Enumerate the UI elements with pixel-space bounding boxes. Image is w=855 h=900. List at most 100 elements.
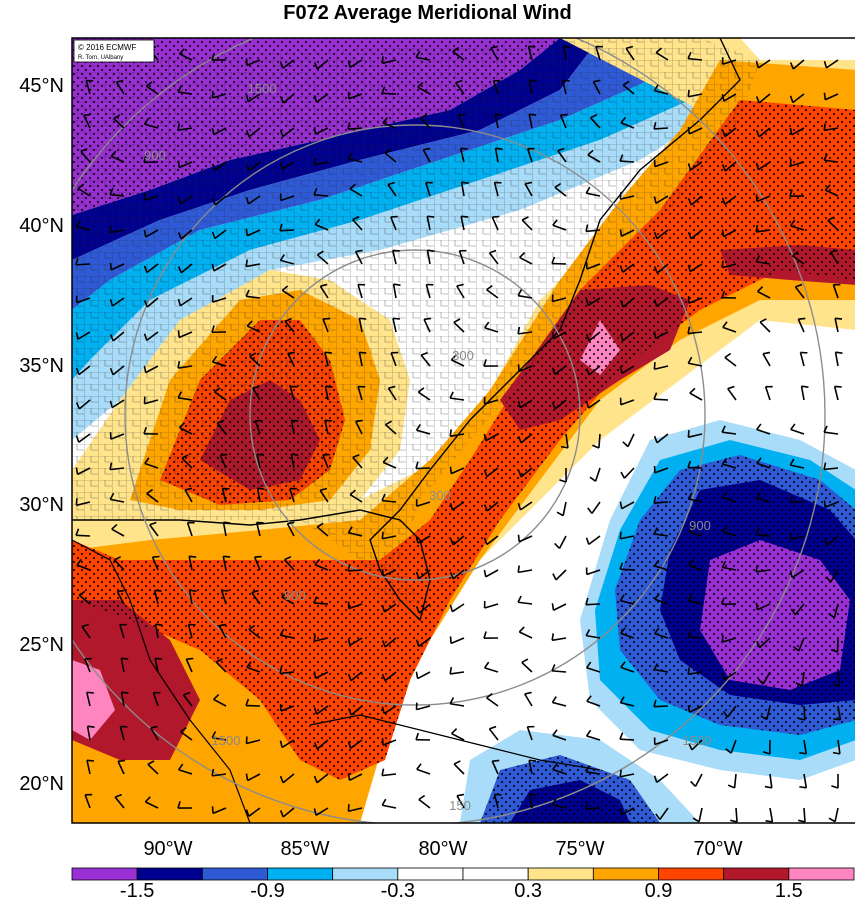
wind-barb xyxy=(416,768,431,775)
wind-barb xyxy=(552,637,567,642)
wind-barb xyxy=(316,739,329,750)
wind-barb xyxy=(111,528,125,537)
wind-barb-flag xyxy=(518,626,525,633)
latitude-labels: 45°N 40°N 35°N 30°N 25°N 20°N xyxy=(19,75,64,795)
wind-barb xyxy=(280,259,295,265)
wind-barb xyxy=(214,391,227,401)
wind-barb-flag xyxy=(653,299,658,307)
wind-barb-flag xyxy=(245,94,250,102)
wind-barb xyxy=(585,603,601,606)
wind-barb xyxy=(493,182,499,197)
wind-barb xyxy=(186,522,193,537)
wind-barb xyxy=(254,420,261,435)
wind-barb xyxy=(460,216,465,231)
wind-barb xyxy=(256,454,261,469)
wind-barb-flag xyxy=(256,453,265,456)
wind-barb-flag xyxy=(415,423,422,431)
wind-barb xyxy=(830,569,839,583)
wind-barb-flag xyxy=(415,732,420,740)
wind-barb-flag xyxy=(653,663,659,671)
wind-barb-flag xyxy=(144,457,150,464)
wind-barb xyxy=(654,365,669,370)
wind-barb xyxy=(723,229,737,238)
wind-barb xyxy=(179,426,193,435)
wind-barb xyxy=(486,535,499,546)
wind-barb-flag xyxy=(416,763,422,770)
wind-barb-flag xyxy=(449,466,452,474)
wind-barb xyxy=(418,798,431,809)
wind-barb xyxy=(416,429,431,435)
wind-barb xyxy=(352,219,363,231)
wind-barb-flag xyxy=(313,127,317,135)
wind-barb-flag xyxy=(687,460,692,468)
wind-barb-flag xyxy=(755,224,759,233)
wind-barb xyxy=(791,569,805,579)
wind-barb-flag xyxy=(725,748,732,754)
wind-barb xyxy=(349,59,363,69)
wind-barb-flag xyxy=(347,741,352,749)
colorbar-swatch xyxy=(462,867,529,881)
wind-barb xyxy=(110,263,125,271)
wind-barb-flag xyxy=(347,773,351,781)
wind-barb xyxy=(735,807,738,823)
lat-label: 30°N xyxy=(19,494,64,516)
wind-barb-flag xyxy=(722,491,728,498)
wind-barb-flag xyxy=(619,265,624,273)
wind-barb-flag xyxy=(521,216,529,221)
wind-barb xyxy=(588,365,601,376)
wind-barb xyxy=(837,705,842,720)
longitude-labels: 90°W 85°W 80°W 75°W 70°W xyxy=(143,838,742,860)
wind-barb xyxy=(552,804,567,809)
wind-barb xyxy=(78,399,91,410)
wind-barb xyxy=(491,760,499,775)
wind-barb xyxy=(824,159,839,163)
wind-barb xyxy=(654,161,669,168)
wind-barb-flag xyxy=(792,251,799,257)
wind-barb-flag xyxy=(75,257,79,266)
wind-barb-flag xyxy=(109,334,114,342)
wind-barb-flag xyxy=(213,693,220,701)
wind-barb xyxy=(182,694,193,707)
wind-barb-flag xyxy=(279,628,285,636)
wind-barb-flag xyxy=(347,708,352,716)
wind-barb-flag xyxy=(252,385,260,389)
wind-barb xyxy=(423,318,431,333)
wind-barb-flag xyxy=(147,760,155,766)
wind-barb xyxy=(117,760,125,775)
contour-label: 300 xyxy=(452,348,474,363)
wind-barb xyxy=(319,285,329,299)
lon-label: 90°W xyxy=(143,838,192,860)
wind-barb xyxy=(551,670,567,673)
wind-barb xyxy=(520,433,533,444)
wind-barb-flag xyxy=(355,249,363,253)
wind-barb xyxy=(314,223,329,231)
wind-barb-flag xyxy=(245,58,248,66)
wind-barb-flag xyxy=(830,249,838,253)
wind-barb xyxy=(315,127,329,135)
wind-barb-flag xyxy=(517,436,522,444)
wind-barb-flag xyxy=(585,629,591,637)
wind-barb-flag xyxy=(313,671,317,679)
wind-barb xyxy=(358,318,363,333)
wind-barb xyxy=(246,325,261,333)
wind-barb xyxy=(110,229,125,234)
wind-barb xyxy=(78,433,91,443)
wind-barb xyxy=(756,428,771,435)
lon-label: 75°W xyxy=(555,838,604,860)
wind-barb-flag xyxy=(619,696,625,704)
wind-barb-flag xyxy=(313,707,318,715)
wind-barb xyxy=(460,182,465,197)
wind-barb xyxy=(724,127,737,138)
wind-barb xyxy=(382,535,397,540)
wind-barb-flag xyxy=(117,589,125,593)
wind-barb xyxy=(594,467,601,482)
wind-barb-flag xyxy=(116,79,124,83)
wind-barb-flag xyxy=(653,527,658,535)
wind-barb-flag xyxy=(517,470,522,478)
wind-barb xyxy=(627,433,635,447)
wind-barb xyxy=(152,692,159,707)
wind-barb xyxy=(620,122,635,129)
wind-barb xyxy=(349,188,363,197)
wind-barb-flag xyxy=(835,317,843,320)
wind-barb-flag xyxy=(524,181,533,185)
